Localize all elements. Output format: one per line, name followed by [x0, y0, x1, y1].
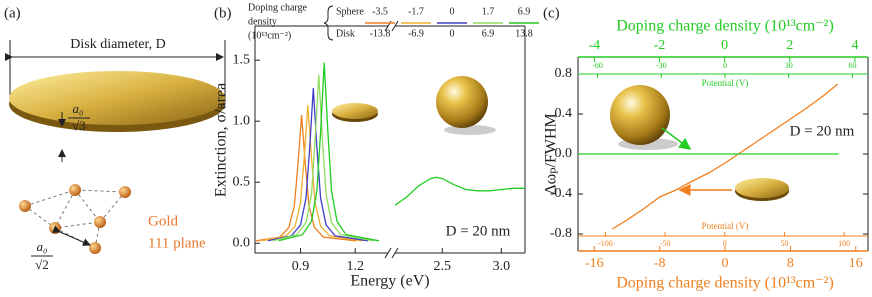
legend-value: -3.5: [372, 6, 388, 17]
y-tick-label: 1.5: [233, 52, 251, 67]
y-tick-label: 1.0: [233, 113, 251, 128]
legend-title: (10¹³cm⁻²): [248, 30, 291, 41]
y-tick-label: 0.0: [555, 146, 573, 161]
lattice-bonds: [23, 189, 127, 249]
axis-break: [391, 247, 399, 259]
legend-row-label: Disk: [336, 28, 355, 39]
legend-value: 1.7: [482, 6, 495, 17]
x-tick-label: 16: [849, 256, 863, 271]
legend-value: 0: [450, 28, 455, 39]
potential-tick-label: 0: [723, 61, 727, 70]
x-tick-label: 0: [722, 256, 729, 271]
legend-row-label: Sphere: [336, 6, 364, 17]
potential-axis-label: Potential (V): [702, 78, 749, 88]
legend-title: density: [248, 16, 277, 27]
annotation: D = 20 nm: [790, 123, 855, 139]
potential-axis-label: Potential (V): [702, 221, 749, 231]
panel-a: (a) Disk diameter, D a₀ √3 a₀ √2 Gold 11…: [4, 5, 226, 272]
x2-tick-label: 2: [786, 38, 793, 53]
y-tick-label: -0.8: [550, 226, 572, 241]
x-axis-label: Energy (eV): [350, 273, 429, 290]
x2-axis-label: Doping charge density (10¹³cm⁻²): [616, 18, 834, 35]
y-tick-label: 0.5: [233, 174, 251, 189]
sphere-picture: [436, 76, 488, 128]
plane-label: 111 plane: [148, 235, 206, 251]
pointer-arrow: [661, 127, 692, 150]
spacing-arrow: [51, 225, 91, 246]
x-tick-label: 2.5: [434, 259, 452, 274]
x-tick-label: 3.0: [493, 259, 511, 274]
y-axis-label: Extinction, σ/area: [213, 83, 230, 197]
sphere-picture: [610, 85, 670, 145]
potential-tick-label: -50: [660, 239, 671, 248]
data-line: [394, 176, 525, 206]
potential-tick-label: 100: [838, 239, 850, 248]
disk-picture: [332, 103, 378, 119]
potential-tick-label: 0: [723, 239, 727, 248]
disk-picture: [735, 178, 789, 198]
fraction-denominator: √2: [35, 257, 49, 272]
panel-label: (b): [214, 5, 232, 21]
material-label: Gold: [148, 213, 179, 229]
legend-value: 13.8: [515, 28, 533, 39]
legend-brace: [323, 5, 334, 41]
potential-tick-label: 50: [780, 239, 788, 248]
x2-tick-label: 4: [851, 38, 858, 53]
y-tick-label: 0.8: [555, 66, 573, 81]
x-tick-label: -16: [585, 256, 604, 271]
fraction-numerator: a₀: [36, 239, 47, 254]
x-tick-label: -8: [654, 256, 666, 271]
x2-tick-label: -4: [588, 38, 600, 53]
y-tick-label: -0.4: [550, 186, 572, 201]
potential-tick-label: 60: [848, 61, 856, 70]
annotation: D = 20 nm: [446, 223, 511, 239]
potential-tick-label: -30: [656, 61, 667, 70]
legend-value: -6.9: [408, 28, 424, 39]
y-tick-label: 0.0: [233, 235, 251, 250]
legend-value: -13.8: [370, 28, 391, 39]
data-line: [262, 105, 363, 242]
data-line: [255, 115, 357, 242]
x2-tick-label: 0: [721, 38, 728, 53]
potential-tick-label: 30: [785, 61, 793, 70]
fraction-numerator: a₀: [72, 101, 83, 116]
x-tick-label: 1.2: [346, 259, 364, 274]
potential-tick-label: -100: [598, 239, 613, 248]
disk: [9, 71, 225, 125]
lattice-atoms: [19, 184, 131, 254]
panel-label: (c): [543, 5, 560, 21]
panel-label: (a): [4, 5, 21, 21]
legend-value: 6.9: [518, 6, 531, 17]
potential-tick-label: -60: [592, 61, 603, 70]
data-line: [273, 74, 374, 242]
axis-break: [391, 20, 399, 32]
legend-title: Doping charge: [248, 2, 308, 13]
legend-value: 0: [450, 6, 455, 17]
x-axis-label: Doping charge density (10¹³cm⁻²): [616, 275, 834, 292]
legend-value: -1.7: [408, 6, 424, 17]
data-line: [267, 88, 369, 242]
x2-tick-label: -2: [654, 38, 666, 53]
x-tick-label: 0.9: [292, 259, 310, 274]
data-line: [278, 62, 380, 242]
diameter-label: Disk diameter, D: [70, 37, 165, 52]
data-line: [611, 83, 839, 230]
y-tick-label: 0.4: [555, 106, 573, 121]
legend-value: 6.9: [482, 28, 495, 39]
axis-break: [384, 247, 392, 259]
fraction-denominator: √3: [72, 118, 86, 133]
x-tick-label: 8: [787, 256, 794, 271]
y-axis-label: Δωₚ/FWHM: [543, 113, 560, 194]
